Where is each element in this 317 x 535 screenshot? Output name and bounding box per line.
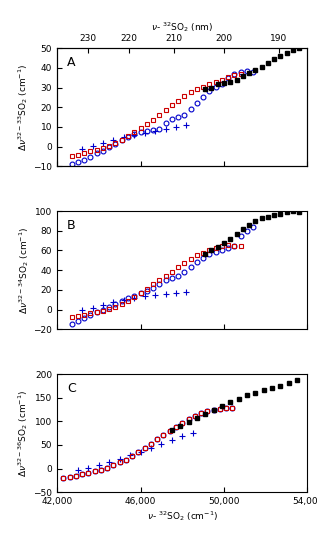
Text: C: C [67,383,76,395]
X-axis label: $\nu$- $^{32}$SO$_2$ (nm): $\nu$- $^{32}$SO$_2$ (nm) [151,20,213,34]
Text: B: B [67,219,76,232]
Y-axis label: $\Delta\nu^{32-36}$SO$_2$ (cm$^{-1}$): $\Delta\nu^{32-36}$SO$_2$ (cm$^{-1}$) [16,389,30,477]
Y-axis label: $\Delta\nu^{32-34}$SO$_2$ (cm$^{-1}$): $\Delta\nu^{32-34}$SO$_2$ (cm$^{-1}$) [17,227,30,314]
Y-axis label: $\Delta\nu^{32-33}$SO$_2$ (cm$^{-1}$): $\Delta\nu^{32-33}$SO$_2$ (cm$^{-1}$) [16,64,30,151]
X-axis label: $\nu$- $^{32}$SO$_2$ (cm$^{-1}$): $\nu$- $^{32}$SO$_2$ (cm$^{-1}$) [147,509,218,523]
Text: A: A [67,56,75,70]
